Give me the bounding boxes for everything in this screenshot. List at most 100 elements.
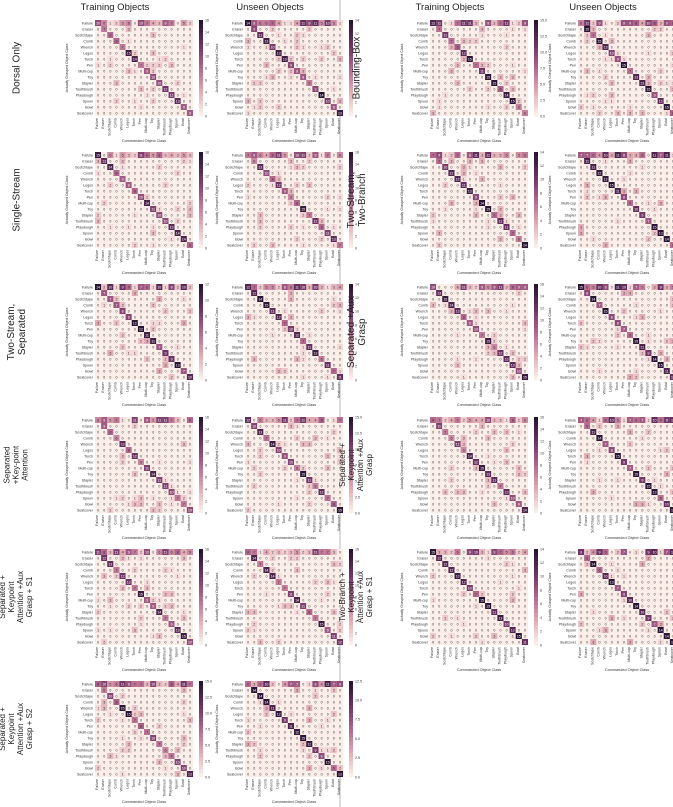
cell-value: 0 [115,159,117,163]
cell-value: 1 [321,153,323,157]
cell-value: 0 [617,87,619,91]
x-tick-label: Eraser [584,117,588,128]
cell-value: 0 [512,111,514,115]
cell-value: 0 [290,111,292,115]
cell-value: 0 [487,99,489,103]
colorbar-segment [349,108,353,112]
cell-value: 0 [253,111,255,115]
cell-value: 0 [463,105,465,109]
cell-value: 0 [586,111,588,115]
cell-value: 0 [140,183,142,187]
cell-value: 0 [660,93,662,97]
cell-value: 1 [475,207,477,211]
cell-value: 1 [333,243,335,247]
cell-value: 0 [302,99,304,103]
x-tick-label: Seatcover [337,249,341,266]
cell-value: 0 [499,39,501,43]
cell-value: 0 [164,69,166,73]
cell-value: 0 [134,75,136,79]
cell-value: 0 [586,87,588,91]
cell-value: 0 [580,69,582,73]
cell-value: 0 [518,231,520,235]
cell-value: 0 [450,27,452,31]
cell-value: 8 [654,21,656,25]
cell-value: 3 [647,33,649,37]
cell-value: 0 [463,153,465,157]
cell-value: 0 [177,27,179,31]
cell-value: 0 [506,183,508,187]
cell-value: 0 [171,213,173,217]
cell-value: 0 [444,39,446,43]
cell-value: 1 [158,207,160,211]
cell-value: 7 [512,231,514,235]
cell-value: 0 [586,75,588,79]
cell-value: 0 [580,81,582,85]
cell-value: 0 [314,93,316,97]
cell-value: 0 [122,111,124,115]
cell-value: 2 [296,39,298,43]
cell-value: 0 [253,213,255,217]
cell-value: 0 [140,225,142,229]
cell-value: 0 [432,57,434,61]
cell-value: 0 [296,207,298,211]
cell-value: 0 [278,243,280,247]
cell-value: 0 [183,39,185,43]
y-tick-label: Toy [87,75,93,79]
cell-value: 1 [128,39,130,43]
cell-value: 0 [524,81,526,85]
cell-value: 2 [247,183,249,187]
x-tick-label: Legos [461,250,465,260]
colorbar-segment [534,92,538,96]
cell-value: 0 [308,51,310,55]
cell-value: 0 [499,177,501,181]
cell-value: 0 [158,111,160,115]
cell-value: 0 [164,63,166,67]
x-tick-label: Failure [95,250,99,261]
cell-value: 0 [115,201,117,205]
cell-value: 0 [302,231,304,235]
x-tick-label: Toy [300,118,304,124]
cell-value: 0 [457,27,459,31]
cell-value: 1 [623,57,625,61]
cell-value: 0 [97,57,99,61]
cell-value: 0 [333,99,335,103]
cell-value: 0 [152,27,154,31]
cell-value: 6 [103,21,105,25]
cell-value: 0 [339,171,341,175]
colorbar-tick-label: 8 [205,198,207,202]
cell-value: 0 [432,39,434,43]
colorbar-segment [534,84,538,88]
cell-value: 10 [163,219,167,223]
cell-value: 7 [586,153,588,157]
cell-value: 0 [463,243,465,247]
cell-value: 0 [321,63,323,67]
cell-value: 0 [189,75,191,79]
cell-value: 0 [253,45,255,49]
cell-value: 0 [605,87,607,91]
cell-value: 3 [97,159,99,163]
cell-value: 0 [617,177,619,181]
cell-value: 2 [296,33,298,37]
cell-value: 0 [183,57,185,61]
cell-value: 2 [103,201,105,205]
cell-value: 0 [586,45,588,49]
cell-value: 0 [444,225,446,229]
cell-value: 0 [463,225,465,229]
cell-value: 7 [122,45,124,49]
cell-value: 2 [152,99,154,103]
colorbar-segment [199,200,203,204]
cell-value: 0 [457,111,459,115]
cell-value: 0 [432,75,434,79]
cell-value: 0 [171,165,173,169]
cell-value: 8 [499,87,501,91]
cell-value: 3 [290,159,292,163]
cell-value: 0 [115,51,117,55]
cell-value: 0 [164,99,166,103]
colorbar-segment [534,20,538,24]
cell-value: 0 [438,171,440,175]
cell-value: 2 [506,105,508,109]
cell-value: 3 [592,27,594,31]
cell-value: 0 [122,105,124,109]
cell-value: 0 [272,33,274,37]
